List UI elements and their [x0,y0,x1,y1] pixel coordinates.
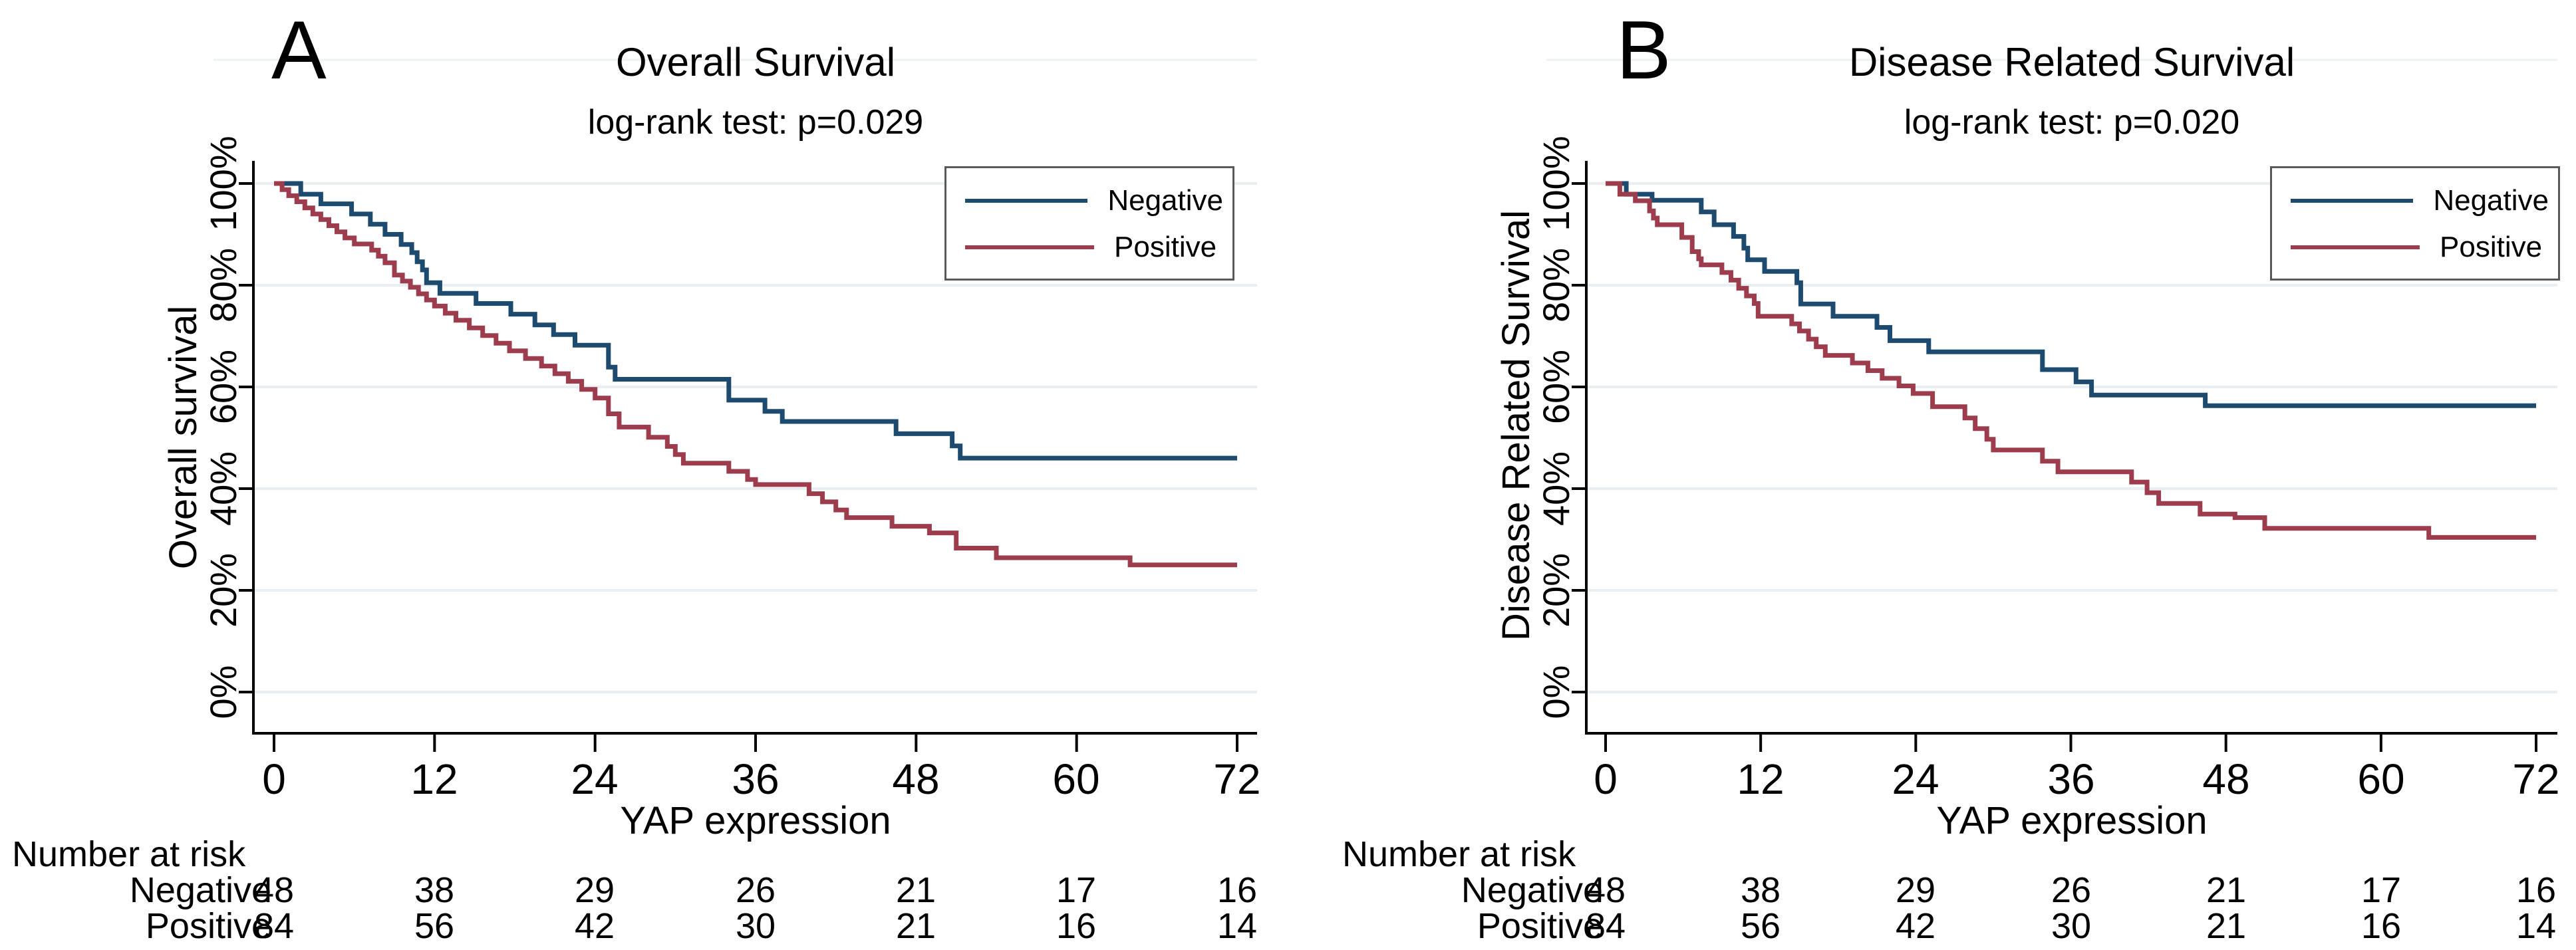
x-tick-label: 24 [571,755,619,803]
risk-count: 56 [414,906,455,946]
risk-count: 16 [2361,906,2402,946]
risk-count: 21 [895,870,936,910]
risk-table-header: Number at risk [12,834,246,874]
panel-b-subtitle: log-rank test: p=0.020 [1904,103,2240,142]
risk-count: 30 [735,906,776,946]
x-tick-label: 36 [2047,755,2095,803]
panel-a-x-axis-title: YAP expression [620,799,891,842]
x-tick-label: 48 [892,755,940,803]
risk-count: 84 [253,906,295,946]
risk-table-header: Number at risk [1342,834,1576,874]
legend-entry-negative: Negative [965,178,1223,224]
risk-count: 38 [414,870,455,910]
risk-count: 26 [2051,870,2092,910]
panel-b-title: Disease Related Survival [1848,40,2295,84]
risk-count: 42 [1895,906,1936,946]
risk-count: 30 [2051,906,2092,946]
negative-line-swatch [2291,199,2414,203]
risk-count: 16 [2515,870,2557,910]
panel-a-title: Overall Survival [615,40,896,84]
legend-entry-positive: Positive [2291,224,2549,271]
risk-count: 14 [1216,906,1258,946]
panel-a-subtitle: log-rank test: p=0.029 [587,103,924,142]
panel-b-y-axis-title: Disease Related Survival [1495,210,1538,641]
km-curve-negative [274,181,1237,461]
legend-entry-negative: Negative [2291,178,2549,224]
x-tick-label: 60 [2357,755,2405,803]
legend-label-positive: Positive [2440,231,2543,263]
y-tick-label: 20% [202,552,244,628]
risk-count: 21 [2206,870,2247,910]
km-curve-positive [274,181,1237,568]
y-tick-label: 60% [1535,349,1577,425]
risk-row-label-negative: Negative [1461,870,1603,910]
x-tick-label: 0 [262,755,286,803]
risk-count: 38 [1740,870,1781,910]
x-tick-label: 60 [1052,755,1100,803]
positive-line-swatch [965,245,1094,249]
legend-label-negative: Negative [2433,184,2549,217]
risk-count: 29 [1895,870,1936,910]
km-curve-negative [1606,181,2536,408]
risk-row-label-positive: Positive [145,906,271,946]
panel-a-y-axis-title: Overall survival [162,305,205,570]
legend-entry-positive: Positive [965,224,1223,271]
y-tick-label: 80% [1535,247,1577,323]
legend-label-negative: Negative [1107,184,1223,217]
positive-line-swatch [2291,245,2420,249]
y-tick-label: 40% [202,451,244,527]
risk-count: 17 [2361,870,2402,910]
km-curve-positive [1606,181,2536,540]
y-tick-label: 100% [1535,136,1577,231]
risk-count: 16 [1216,870,1258,910]
x-tick-label: 12 [410,755,458,803]
risk-count: 17 [1056,870,1097,910]
risk-count: 21 [2206,906,2247,946]
panel-letter-a: A [271,5,327,96]
panel-letter-b: B [1616,5,1671,96]
x-tick-label: 0 [1594,755,1618,803]
risk-row-label-positive: Positive [1477,906,1603,946]
risk-count: 48 [253,870,295,910]
x-tick-label: 12 [1737,755,1785,803]
y-tick-label: 80% [202,247,244,323]
negative-line-swatch [965,199,1088,203]
x-tick-label: 72 [2512,755,2560,803]
risk-count: 16 [1056,906,1097,946]
y-tick-label: 60% [202,349,244,425]
risk-count: 21 [895,906,936,946]
panel-b-x-axis-title: YAP expression [1936,799,2208,842]
x-tick-label: 36 [732,755,780,803]
risk-count: 48 [1585,870,1626,910]
y-tick-label: 100% [202,136,244,231]
risk-count: 42 [574,906,615,946]
y-tick-label: 0% [202,665,244,719]
risk-row-label-negative: Negative [129,870,271,910]
y-tick-label: 40% [1535,451,1577,527]
x-tick-label: 24 [1892,755,1939,803]
risk-count: 14 [2515,906,2557,946]
risk-count: 26 [735,870,776,910]
risk-count: 29 [574,870,615,910]
risk-count: 84 [1585,906,1626,946]
y-tick-label: 0% [1535,665,1577,719]
legend-a: Negative Positive [944,166,1234,281]
risk-count: 56 [1740,906,1781,946]
legend-label-positive: Positive [1114,231,1217,263]
x-tick-label: 72 [1213,755,1261,803]
y-tick-label: 20% [1535,552,1577,628]
x-tick-label: 48 [2202,755,2250,803]
legend-b: Negative Positive [2270,166,2560,281]
